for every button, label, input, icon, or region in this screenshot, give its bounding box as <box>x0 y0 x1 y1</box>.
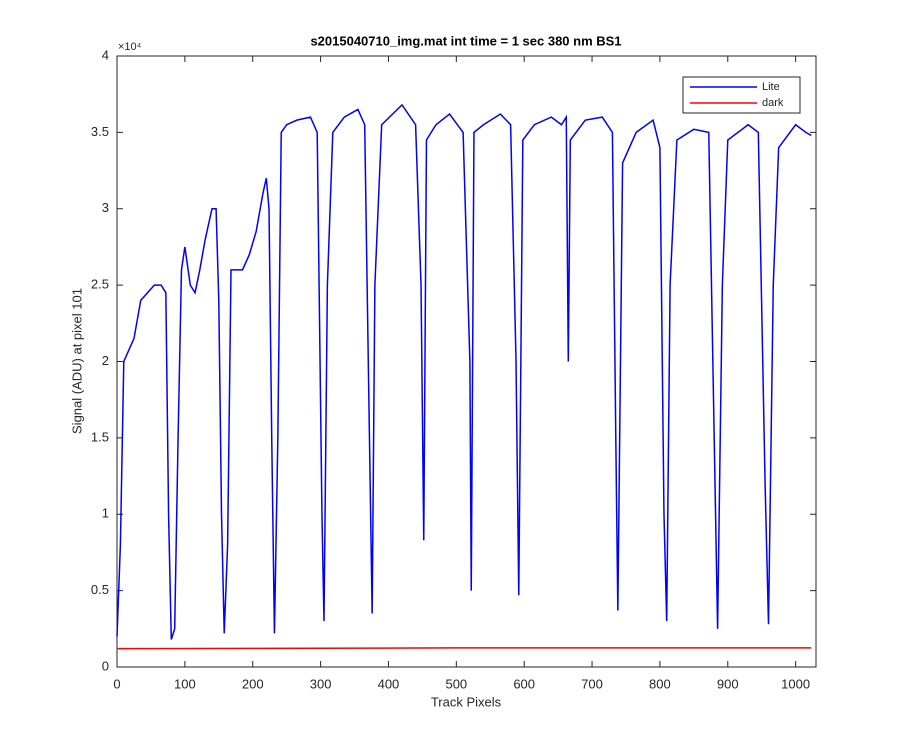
y-tick-label: 1 <box>102 506 109 521</box>
y-tick-label: 2 <box>102 353 109 368</box>
chart-title: s2015040710_img.mat int time = 1 sec 380… <box>310 33 621 48</box>
y-tick-label: 3.5 <box>91 124 109 139</box>
x-tick-label: 200 <box>242 676 264 691</box>
x-tick-label: 100 <box>174 676 196 691</box>
x-tick-label: 500 <box>445 676 467 691</box>
legend-label: Lite <box>762 81 780 93</box>
x-tick-label: 700 <box>581 676 603 691</box>
x-tick-label: 300 <box>310 676 332 691</box>
y-exponent-label: ×10⁴ <box>118 41 142 53</box>
x-tick-label: 800 <box>649 676 671 691</box>
x-tick-label: 600 <box>513 676 535 691</box>
series-line <box>116 647 812 650</box>
y-tick-label: 4 <box>102 47 109 62</box>
x-tick-label: 0 <box>113 676 120 691</box>
y-tick-label: 0.5 <box>91 582 109 597</box>
x-tick-label: 400 <box>378 676 400 691</box>
y-tick-label: 0 <box>102 658 109 673</box>
y-axis-label: Signal (ADU) at pixel 101 <box>69 288 84 434</box>
series-line <box>116 103 812 640</box>
x-axis-label: Track Pixels <box>431 694 502 709</box>
legend-label: dark <box>762 97 784 109</box>
y-tick-label: 3 <box>102 200 109 215</box>
x-tick-label: 1000 <box>781 676 810 691</box>
x-tick-label: 900 <box>717 676 739 691</box>
legend-box <box>682 76 801 114</box>
y-tick-label: 1.5 <box>91 429 109 444</box>
y-tick-label: 2.5 <box>91 277 109 292</box>
axes-box <box>116 55 817 668</box>
